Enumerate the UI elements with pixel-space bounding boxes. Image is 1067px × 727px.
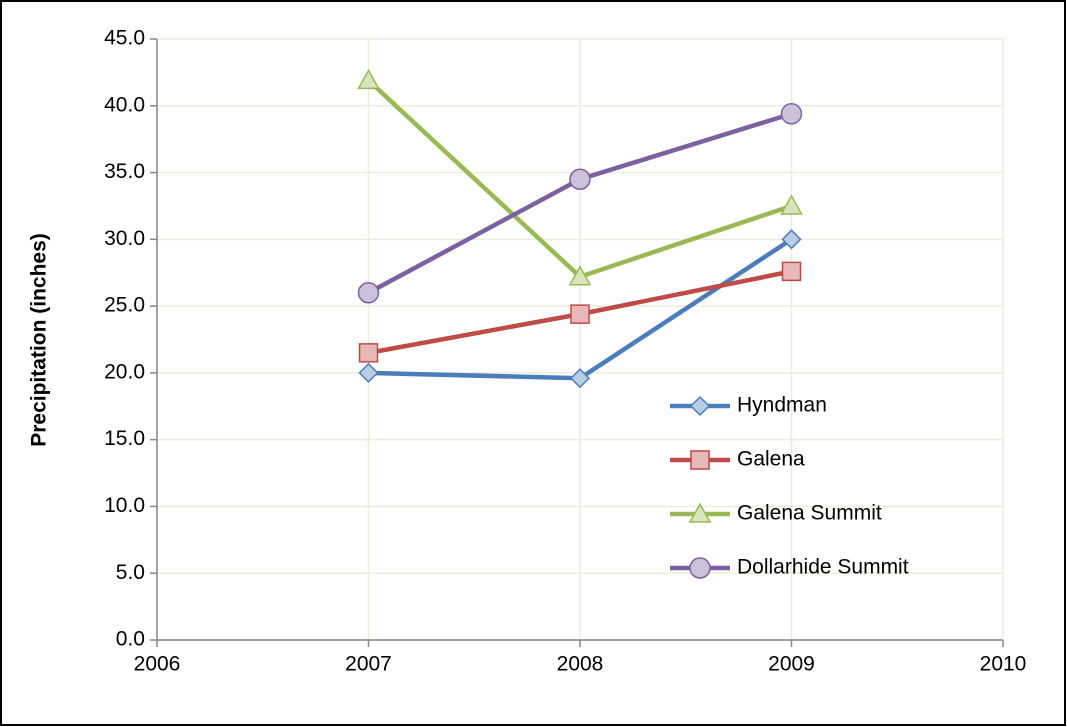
legend-label: Galena Summit xyxy=(737,502,882,525)
marker xyxy=(357,68,380,90)
marker xyxy=(569,368,591,389)
legend-label: Hyndman xyxy=(737,394,827,417)
marker xyxy=(781,261,802,282)
y-tick-label: 25.0 xyxy=(104,294,145,317)
marker xyxy=(569,168,591,190)
y-tick-label: 40.0 xyxy=(104,93,145,116)
y-tick-label: 10.0 xyxy=(104,494,145,517)
marker xyxy=(358,343,379,363)
marker xyxy=(780,103,803,125)
y-tick-label: 35.0 xyxy=(104,160,145,183)
marker xyxy=(780,194,803,215)
marker xyxy=(570,304,590,324)
y-axis-label: Precipitation (inches) xyxy=(28,233,51,447)
y-tick-label: 0.0 xyxy=(116,628,145,651)
marker xyxy=(689,395,711,417)
legend-label: Dollarhide Summit xyxy=(737,556,909,579)
x-tick-label: 2007 xyxy=(345,653,392,676)
marker xyxy=(568,265,592,286)
marker xyxy=(689,557,711,579)
x-tick-label: 2006 xyxy=(134,653,181,676)
marker xyxy=(690,450,710,470)
x-tick-label: 2008 xyxy=(557,653,604,676)
y-tick-label: 5.0 xyxy=(116,561,145,584)
y-tick-label: 20.0 xyxy=(104,360,145,383)
y-tick-label: 15.0 xyxy=(104,427,145,450)
marker xyxy=(781,229,802,250)
legend-label: Galena xyxy=(737,448,805,471)
marker xyxy=(688,502,712,523)
marker xyxy=(358,362,379,383)
y-tick-label: 45.0 xyxy=(104,27,145,50)
x-tick-label: 2009 xyxy=(768,653,815,676)
marker xyxy=(357,282,380,304)
x-tick-label: 2010 xyxy=(980,653,1027,676)
y-tick-label: 30.0 xyxy=(104,227,145,250)
